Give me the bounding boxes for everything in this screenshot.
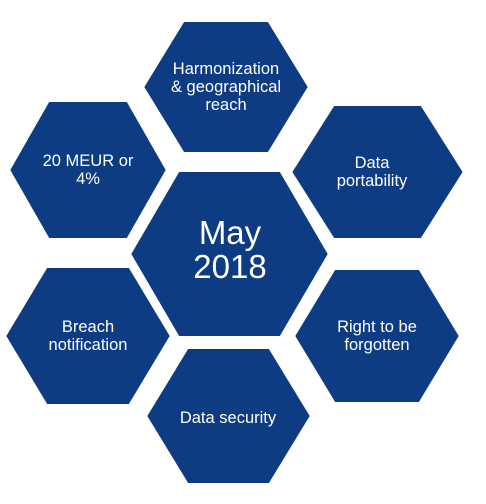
hex-bottom: [142, 345, 315, 487]
hex-label-line: reach: [205, 96, 247, 114]
center-line-year: 2018: [193, 248, 267, 285]
hex-lower-right: [290, 266, 464, 406]
hex-label-bottom: Data security: [158, 378, 298, 458]
hex-label-line: & geographical: [170, 78, 282, 96]
hex-label-line: Harmonization: [172, 60, 280, 78]
hex-label-line: portability: [336, 172, 408, 190]
hex-label-line: Data security: [179, 409, 277, 427]
hex-label-line: Breach: [61, 318, 115, 336]
hex-label-upper-right: Data portability: [302, 132, 442, 212]
hex-top: [139, 18, 313, 156]
hex-upper-right: [287, 102, 468, 242]
hex-label-line: notification: [48, 336, 128, 354]
hex-label-line: Data: [354, 154, 390, 172]
hex-label-upper-left: 20 MEUR or 4%: [18, 130, 158, 210]
hex-center: [126, 168, 333, 340]
hex-label-center: May 2018: [150, 205, 310, 295]
hex-label-line: Right to be: [337, 318, 417, 336]
hex-label-line: 4%: [76, 170, 100, 188]
hex-label-lower-right: Right to be forgotten: [307, 296, 447, 376]
hex-label-lower-left: Breach notification: [18, 296, 158, 376]
hex-label-line: 20 MEUR or: [42, 152, 134, 170]
center-line-month: May: [198, 214, 262, 251]
hex-label-top: Harmonization & geographical reach: [156, 47, 296, 127]
hex-lower-left: [1, 264, 175, 408]
hex-upper-left: [5, 98, 171, 242]
hex-label-line: forgotten: [344, 336, 410, 354]
